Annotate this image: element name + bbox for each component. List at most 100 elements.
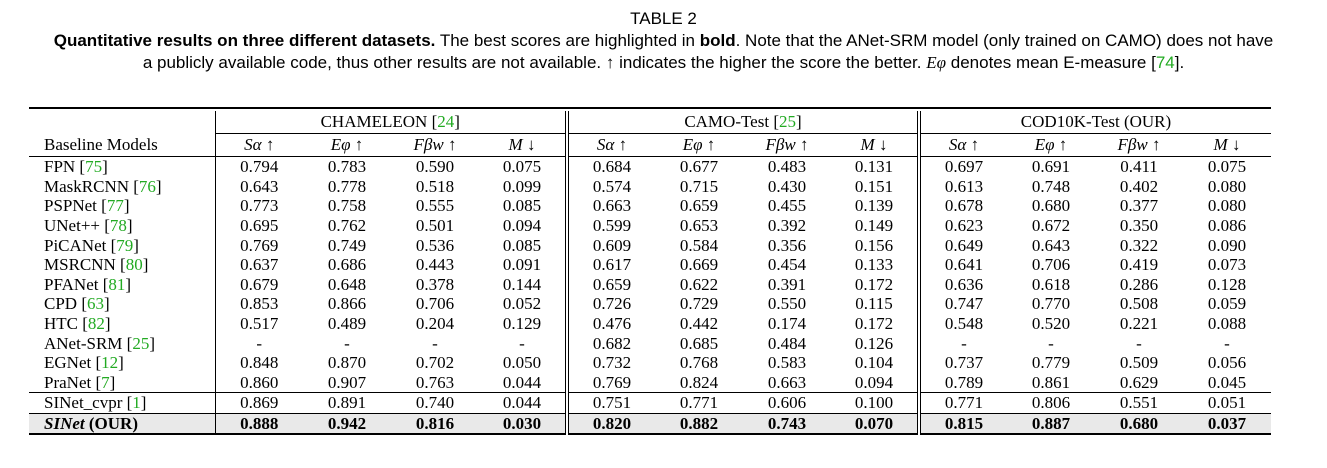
score-cell: 0.551	[1095, 392, 1183, 414]
model-name: ANet-SRM [25]	[29, 333, 216, 353]
score-cell: 0.882	[655, 412, 743, 436]
dataset-header-chameleon: CHAMELEON [24]	[215, 111, 569, 134]
score-cell: 0.771	[919, 392, 1007, 414]
score-cell: -	[1048, 333, 1054, 353]
score-cell: 0.455	[767, 196, 807, 216]
table-row: HTC [82] 0.517 0.489 0.204 0.129 0.476 0.442 0.…	[29, 313, 1271, 334]
score-cell: 0.286	[1119, 274, 1159, 294]
model-name: PraNet [7]	[29, 372, 216, 393]
score-cell: 0.729	[679, 294, 719, 314]
results-table-container: CHAMELEON [24] CAMO-Test [25] COD10K-Tes…	[29, 107, 1271, 436]
score-cell: 0.770	[1031, 294, 1071, 314]
table-row: UNet++ [78] 0.695 0.762 0.501 0.094 0.599 0.65…	[29, 215, 1271, 236]
citation-link[interactable]: 79	[116, 235, 134, 255]
citation-link[interactable]: 80	[125, 255, 143, 275]
score-cell: 0.686	[327, 255, 367, 275]
score-cell: 0.085	[479, 235, 569, 255]
score-cell: 0.747	[944, 294, 984, 314]
model-name: PFANet [81]	[29, 274, 216, 295]
citation-link[interactable]: 1	[132, 393, 141, 413]
score-cell: 0.091	[479, 254, 569, 275]
metric-header: Eφ ↑	[303, 133, 391, 157]
score-cell: 0.550	[767, 294, 807, 314]
score-cell: 0.629	[1119, 372, 1159, 392]
citation-link[interactable]: 76	[138, 176, 156, 196]
score-cell: 0.548	[944, 314, 984, 334]
score-cell: 0.669	[679, 255, 719, 275]
score-cell: 0.697	[944, 157, 984, 177]
table-row: FPN [75] 0.794 0.783 0.590 0.075 0.684 0.677 0.…	[29, 156, 1271, 177]
metric-header: Sα ↑	[567, 133, 655, 157]
score-cell: 0.907	[327, 372, 367, 392]
score-cell: 0.891	[303, 392, 391, 414]
row-header-label: Baseline Models	[29, 133, 216, 157]
model-name: EGNet [12]	[29, 352, 216, 373]
caption-text-4: ].	[1174, 53, 1185, 72]
score-cell: 0.476	[592, 314, 632, 334]
score-cell: 0.732	[592, 353, 632, 373]
score-cell: 0.133	[831, 254, 921, 275]
citation-link[interactable]: 25	[132, 333, 150, 353]
score-cell: -	[344, 333, 350, 353]
metric-header: Sα ↑	[215, 133, 303, 157]
model-name: PSPNet [77]	[29, 196, 216, 216]
score-cell: 0.779	[1031, 353, 1071, 373]
dataset-ref-link[interactable]: 24	[437, 112, 455, 131]
score-cell: 0.748	[1031, 176, 1071, 196]
citation-link[interactable]: 78	[109, 216, 127, 236]
score-cell: 0.869	[215, 392, 303, 414]
score-cell: 0.771	[655, 392, 743, 414]
score-cell: 0.172	[831, 274, 921, 295]
score-cell: 0.030	[479, 412, 569, 436]
citation-link[interactable]: 81	[108, 274, 126, 294]
score-cell: 0.636	[944, 274, 984, 294]
score-cell: 0.085	[479, 196, 569, 216]
score-cell: 0.663	[592, 196, 632, 216]
table-caption: TABLE 2 Quantitative results on three di…	[0, 8, 1327, 74]
score-cell: 0.853	[240, 294, 279, 314]
citation-link[interactable]: 82	[87, 314, 105, 334]
score-cell: 0.070	[831, 412, 921, 436]
score-cell: 0.778	[327, 176, 367, 196]
score-cell: 0.649	[944, 235, 984, 255]
score-cell: 0.094	[479, 215, 569, 236]
score-cell: 0.483	[767, 157, 807, 177]
score-cell: 0.653	[679, 216, 719, 236]
score-cell: 0.659	[592, 274, 632, 294]
caption-ref-link[interactable]: 74	[1155, 53, 1175, 72]
citation-link[interactable]: 75	[85, 157, 103, 177]
score-cell: 0.080	[1207, 176, 1247, 196]
metric-header: M ↓	[1183, 133, 1271, 157]
caption-text-3: denotes mean E-measure [	[946, 53, 1156, 72]
score-cell: 0.672	[1031, 216, 1071, 236]
score-cell: -	[479, 333, 569, 353]
table-row: ANet-SRM [25] - - - - 0.682 0.685 0.484 0.126 - - -…	[29, 333, 1271, 353]
score-cell: 0.574	[592, 176, 632, 196]
score-cell: 0.086	[1207, 216, 1247, 236]
dataset-ref-link[interactable]: 25	[779, 112, 796, 131]
score-cell: 0.691	[1031, 157, 1071, 177]
score-cell: 0.520	[1031, 314, 1071, 334]
citation-link[interactable]: 7	[101, 372, 110, 392]
score-cell: 0.942	[303, 412, 391, 436]
citation-link[interactable]: 63	[86, 294, 104, 314]
score-cell: 0.737	[944, 353, 984, 373]
score-cell: 0.815	[919, 412, 1007, 436]
score-cell: 0.045	[1207, 372, 1247, 392]
score-cell: 0.769	[240, 235, 279, 255]
citation-link[interactable]: 77	[106, 196, 124, 216]
model-name: PiCANet [79]	[29, 235, 216, 255]
dataset-header-row: CHAMELEON [24] CAMO-Test [25] COD10K-Tes…	[29, 111, 1271, 134]
table-label: TABLE 2	[630, 9, 697, 28]
score-cell: 0.080	[1207, 196, 1247, 216]
citation-link[interactable]: 12	[101, 353, 119, 373]
score-cell: 0.643	[1031, 235, 1071, 255]
score-cell: 0.115	[831, 294, 921, 314]
score-cell: 0.583	[767, 353, 807, 373]
results-table: CHAMELEON [24] CAMO-Test [25] COD10K-Tes…	[29, 107, 1271, 436]
score-cell: 0.682	[592, 333, 632, 353]
score-cell: 0.643	[240, 176, 279, 196]
score-cell: 0.861	[1031, 372, 1071, 392]
score-cell: 0.870	[327, 353, 367, 373]
score-cell: 0.090	[1207, 235, 1247, 255]
